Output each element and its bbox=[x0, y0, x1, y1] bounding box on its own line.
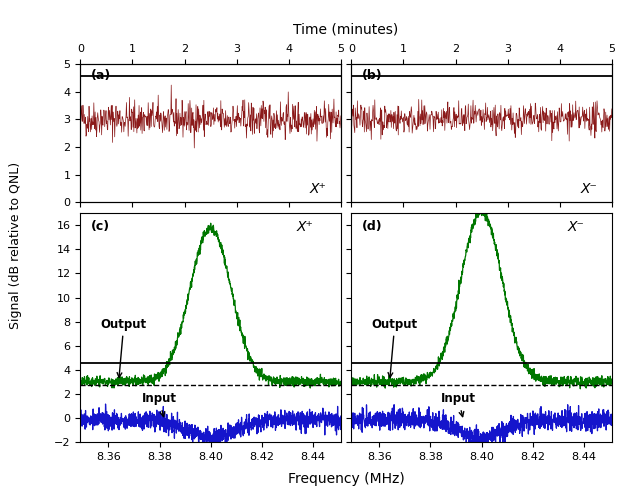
Text: Input: Input bbox=[142, 392, 177, 417]
Text: Output: Output bbox=[371, 318, 418, 378]
Text: Output: Output bbox=[101, 318, 147, 378]
Text: (a): (a) bbox=[91, 69, 111, 82]
Text: Time (minutes): Time (minutes) bbox=[294, 23, 399, 37]
Text: (b): (b) bbox=[362, 69, 383, 82]
Text: X⁻: X⁻ bbox=[567, 220, 585, 234]
Text: Input: Input bbox=[441, 392, 476, 417]
Text: X⁺: X⁺ bbox=[297, 220, 313, 234]
Text: Frequency (MHz): Frequency (MHz) bbox=[288, 472, 404, 486]
Text: (d): (d) bbox=[362, 220, 383, 233]
Text: X⁻: X⁻ bbox=[580, 182, 598, 195]
Text: Signal (dB relative to QNL): Signal (dB relative to QNL) bbox=[9, 162, 22, 329]
Text: (c): (c) bbox=[91, 220, 110, 233]
Text: X⁺: X⁺ bbox=[310, 182, 326, 195]
